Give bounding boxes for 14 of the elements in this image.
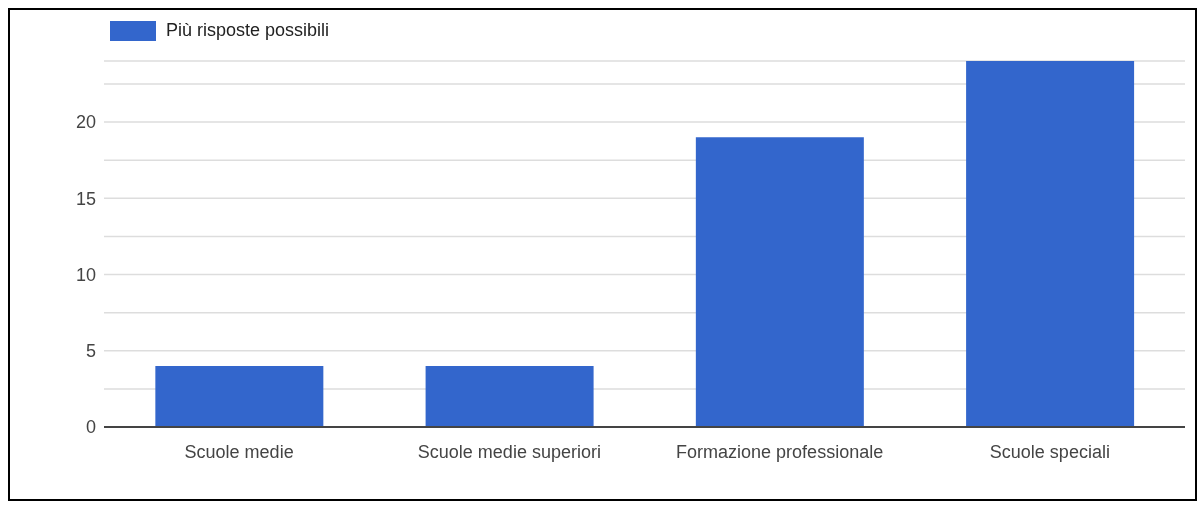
x-tick-label: Scuole medie superiori	[417, 441, 601, 462]
y-tick-label: 15	[75, 188, 96, 209]
y-tick-label: 10	[75, 264, 96, 285]
bar	[966, 61, 1135, 427]
y-tick-label: 5	[85, 341, 96, 362]
bar	[695, 137, 864, 427]
x-tick-label: Scuole medie	[184, 441, 294, 462]
y-tick-label: 20	[75, 112, 96, 133]
bar	[155, 366, 324, 427]
x-tick-label: Formazione professionale	[676, 441, 884, 462]
x-tick-label: Scuole speciali	[989, 441, 1110, 462]
legend-label: Più risposte possibili	[166, 20, 330, 41]
y-tick-label: 0	[85, 417, 96, 438]
bar	[425, 366, 594, 427]
